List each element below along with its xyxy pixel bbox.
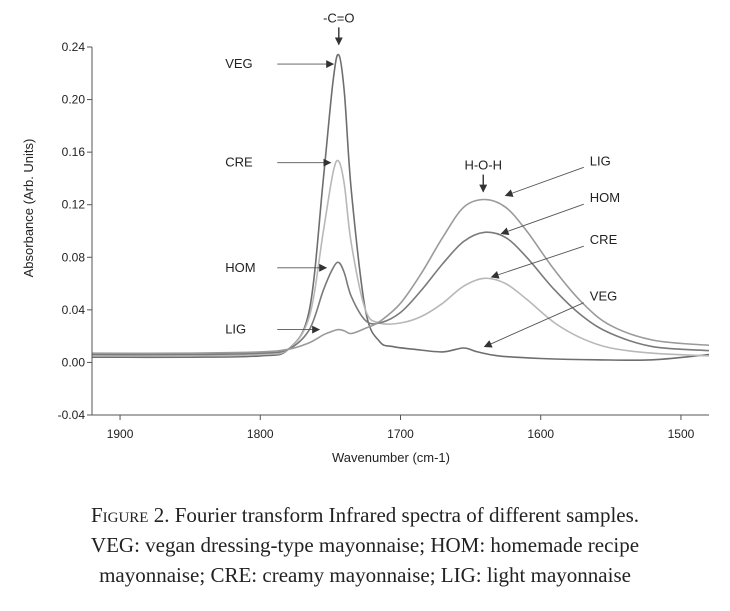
y-tick-label: 0.04 (62, 303, 86, 317)
series-callout-label: CRE (225, 155, 253, 170)
figure-caption: Figure 2. Fourier transform Infrared spe… (0, 500, 730, 590)
caption-line-1-rest: 2. Fourier transform Infrared spectra of… (148, 503, 640, 527)
y-tick-label: 0.08 (62, 250, 86, 264)
y-tick-label: 0.16 (62, 145, 86, 159)
y-axis-title: Absorbance (Arb. Units) (21, 139, 36, 278)
y-tick-label: 0.12 (62, 198, 86, 212)
x-tick-label: 1700 (387, 427, 414, 441)
caption-line-2: VEG: vegan dressing-type mayonnaise; HOM… (90, 533, 640, 557)
y-tick-label: 0.00 (62, 355, 86, 369)
peak-label: H-O-H (464, 158, 502, 173)
series-line-veg (91, 53, 710, 362)
y-tick-label: 0.24 (62, 40, 86, 54)
x-tick-label: 1600 (527, 427, 554, 441)
peak-label: -C=O (323, 10, 354, 25)
y-tick-label: 0.20 (62, 93, 86, 107)
series-callout-label: VEG (225, 56, 252, 71)
x-tick-label: 1900 (107, 427, 134, 441)
caption-line-1: Figure 2. Fourier transform Infrared spe… (0, 500, 730, 530)
series-callout-label: LIG (590, 153, 611, 168)
series-callout-label: CRE (590, 232, 618, 247)
y-tick-label: -0.04 (58, 408, 86, 422)
series-callout-label: VEG (590, 289, 617, 304)
caption-line-3: mayonnaise; CRE: creamy mayonnaise; LIG:… (99, 563, 631, 587)
series-callout-label: HOM (590, 190, 620, 205)
series-line-hom (91, 231, 710, 356)
series-line-lig (91, 198, 710, 355)
series-callout-arrow (490, 245, 584, 279)
x-tick-label: 1800 (247, 427, 274, 441)
series-line-cre (91, 159, 710, 357)
x-axis-title: Wavenumber (cm-1) (332, 450, 450, 465)
x-tick-label: 1500 (668, 427, 695, 441)
caption-figure-word: Figure (90, 503, 149, 527)
series-callout-label: HOM (225, 260, 255, 275)
series-callout-arrow (504, 166, 584, 197)
series-callout-arrow (483, 302, 584, 348)
series-callout-label: LIG (225, 322, 246, 337)
series-callout-arrow (500, 203, 584, 236)
